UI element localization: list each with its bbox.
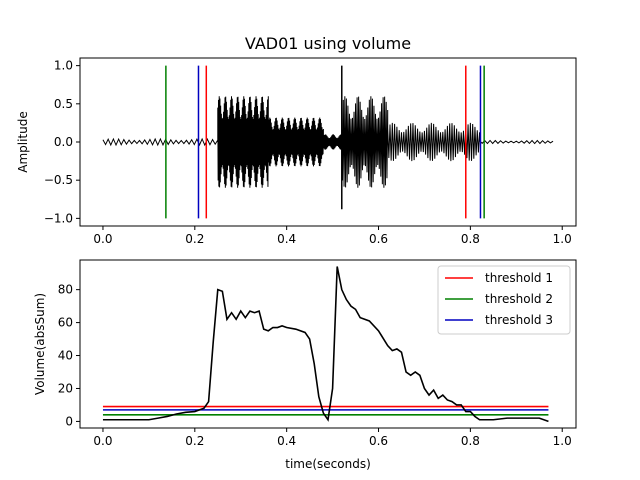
y-tick-label: −1.0 <box>44 211 73 225</box>
x-tick-label: 0.8 <box>461 232 480 246</box>
top-plot-ylabel: Amplitude <box>16 111 30 173</box>
y-tick-label: 60 <box>58 316 73 330</box>
x-tick-label: 0.6 <box>369 434 388 448</box>
y-tick-label: 0.5 <box>54 97 73 111</box>
y-tick-label: 20 <box>58 381 73 395</box>
bottom-plot-ylabel: Volume(absSum) <box>33 293 47 395</box>
x-tick-label: 1.0 <box>553 232 572 246</box>
legend-label-threshold-3: threshold 3 <box>485 313 553 327</box>
x-tick-label: 0.0 <box>93 434 112 448</box>
y-tick-label: 0.0 <box>54 135 73 149</box>
x-tick-label: 1.0 <box>553 434 572 448</box>
x-tick-label: 0.0 <box>93 232 112 246</box>
legend-label-threshold-1: threshold 1 <box>485 271 553 285</box>
x-tick-label: 0.4 <box>277 232 296 246</box>
x-tick-label: 0.8 <box>461 434 480 448</box>
y-tick-label: 1.0 <box>54 59 73 73</box>
top-plot-title: VAD01 using volume <box>245 34 411 53</box>
y-tick-label: 40 <box>58 349 73 363</box>
x-tick-label: 0.4 <box>277 434 296 448</box>
y-tick-label: 80 <box>58 283 73 297</box>
bottom-plot-xlabel: time(seconds) <box>285 457 371 471</box>
y-tick-label: −0.5 <box>44 173 73 187</box>
x-tick-label: 0.2 <box>185 434 204 448</box>
legend: threshold 1 threshold 2 threshold 3 <box>438 266 570 334</box>
x-tick-label: 0.2 <box>185 232 204 246</box>
legend-label-threshold-2: threshold 2 <box>485 292 553 306</box>
x-tick-label: 0.6 <box>369 232 388 246</box>
y-tick-label: 0 <box>65 414 73 428</box>
